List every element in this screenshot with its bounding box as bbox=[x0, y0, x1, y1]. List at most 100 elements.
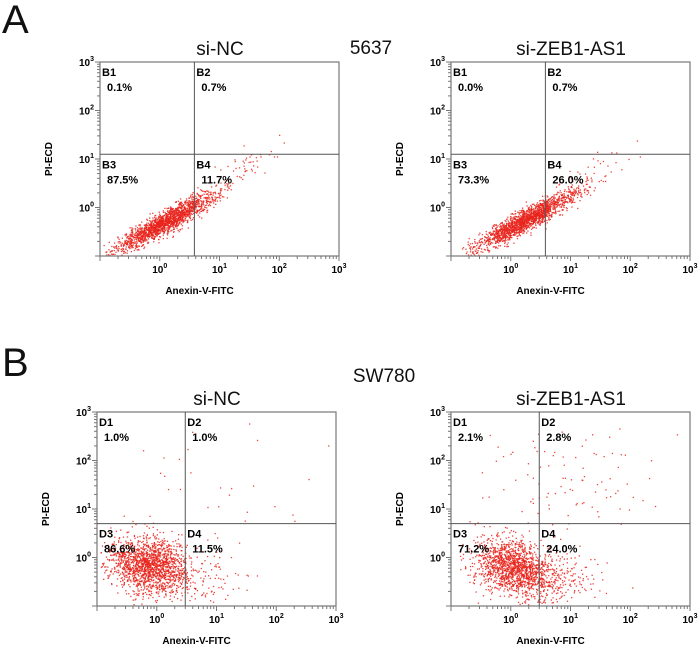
y-tick-label: 103 bbox=[430, 56, 445, 69]
data-point bbox=[548, 198, 550, 200]
data-point bbox=[264, 172, 266, 174]
data-point bbox=[167, 545, 169, 547]
data-point bbox=[504, 241, 506, 243]
data-point bbox=[501, 232, 503, 235]
data-point bbox=[134, 551, 136, 554]
data-point bbox=[136, 556, 138, 558]
data-point bbox=[533, 204, 536, 206]
data-point bbox=[130, 595, 132, 598]
data-point bbox=[198, 216, 201, 218]
data-point bbox=[586, 179, 588, 181]
data-point bbox=[170, 224, 172, 226]
data-point bbox=[134, 235, 137, 237]
data-point bbox=[198, 570, 200, 572]
data-point bbox=[156, 222, 158, 224]
data-point bbox=[180, 544, 182, 546]
data-point bbox=[174, 209, 176, 211]
data-point bbox=[175, 210, 177, 212]
data-point bbox=[184, 570, 186, 572]
data-point bbox=[128, 562, 130, 564]
data-point bbox=[177, 567, 179, 569]
data-point bbox=[164, 218, 167, 221]
data-point bbox=[173, 228, 175, 230]
data-point bbox=[184, 208, 186, 210]
data-point bbox=[581, 182, 583, 185]
data-point bbox=[163, 574, 166, 576]
data-point bbox=[585, 188, 587, 190]
data-point bbox=[162, 560, 164, 563]
data-point bbox=[524, 222, 526, 225]
data-point bbox=[150, 556, 153, 558]
data-point bbox=[540, 203, 543, 206]
data-point bbox=[149, 213, 151, 215]
data-point bbox=[145, 557, 147, 559]
data-point bbox=[152, 596, 154, 599]
data-point bbox=[117, 241, 119, 243]
data-point bbox=[502, 230, 504, 232]
data-point bbox=[163, 230, 165, 233]
data-point bbox=[500, 237, 502, 239]
data-point bbox=[190, 577, 192, 580]
data-point bbox=[561, 197, 563, 199]
data-point bbox=[538, 206, 540, 208]
data-point bbox=[479, 245, 481, 247]
data-point bbox=[526, 211, 528, 213]
data-point bbox=[554, 201, 557, 203]
data-point bbox=[197, 199, 199, 201]
data-point bbox=[161, 543, 163, 545]
data-point bbox=[181, 534, 183, 536]
data-point bbox=[190, 195, 192, 198]
data-point bbox=[213, 191, 215, 194]
data-point bbox=[497, 239, 499, 242]
data-point bbox=[549, 206, 551, 208]
data-point bbox=[167, 214, 169, 216]
data-point bbox=[148, 527, 150, 529]
data-point bbox=[136, 584, 138, 586]
data-point bbox=[142, 237, 144, 239]
data-point bbox=[166, 556, 168, 558]
data-point bbox=[129, 242, 131, 245]
data-point bbox=[135, 551, 137, 553]
data-point bbox=[214, 200, 216, 202]
data-point bbox=[579, 191, 581, 193]
data-point bbox=[543, 216, 545, 218]
data-point bbox=[479, 232, 481, 234]
data-point bbox=[190, 201, 192, 203]
data-point bbox=[141, 236, 143, 239]
data-point bbox=[163, 563, 166, 565]
data-point bbox=[542, 209, 544, 211]
data-point bbox=[481, 248, 483, 250]
data-point bbox=[143, 233, 146, 236]
data-point bbox=[182, 215, 184, 218]
data-point bbox=[148, 590, 150, 593]
data-point bbox=[528, 212, 530, 214]
data-point bbox=[202, 203, 204, 205]
data-point bbox=[500, 225, 502, 227]
data-point bbox=[217, 192, 220, 195]
data-point bbox=[186, 207, 188, 209]
data-point bbox=[142, 598, 144, 600]
data-point bbox=[117, 559, 119, 561]
data-point bbox=[118, 538, 120, 540]
data-point bbox=[566, 191, 568, 193]
data-point bbox=[497, 235, 499, 238]
data-point bbox=[156, 232, 159, 234]
data-point bbox=[124, 553, 126, 556]
data-point bbox=[137, 582, 139, 584]
data-point bbox=[580, 193, 583, 195]
data-point bbox=[187, 203, 189, 206]
data-point bbox=[167, 216, 169, 218]
data-point bbox=[501, 229, 503, 231]
data-point bbox=[499, 233, 501, 235]
data-point bbox=[162, 234, 164, 236]
data-point bbox=[528, 208, 530, 210]
data-point bbox=[206, 555, 209, 558]
data-point bbox=[224, 184, 226, 186]
data-point bbox=[146, 593, 148, 596]
data-point bbox=[579, 200, 581, 202]
data-point bbox=[191, 211, 193, 213]
data-point bbox=[141, 239, 144, 241]
data-point bbox=[519, 215, 522, 217]
data-point bbox=[192, 200, 194, 203]
data-point bbox=[164, 552, 166, 554]
